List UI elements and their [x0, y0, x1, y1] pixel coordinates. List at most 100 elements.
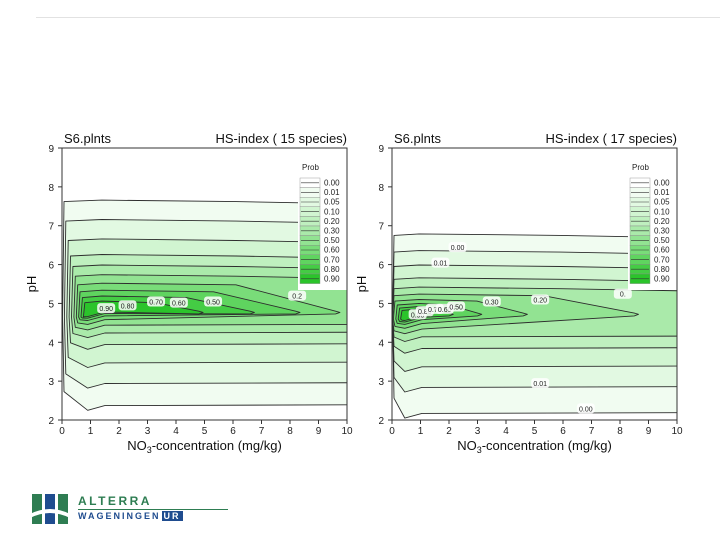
legend-label-0.90: 0.90 — [654, 275, 670, 284]
legend-title: Prob — [302, 163, 319, 172]
contour-label-bg — [169, 297, 188, 308]
legend-label-0.30: 0.30 — [654, 227, 670, 236]
x-tick-label-4: 4 — [503, 426, 509, 437]
y-tick-label-9: 9 — [48, 144, 54, 155]
y-tick-label-6: 6 — [48, 261, 54, 272]
contour-label-bg — [97, 303, 116, 314]
y-tick-label-8: 8 — [378, 183, 384, 194]
contour-label-bg — [576, 403, 595, 414]
y-tick-label-3: 3 — [48, 377, 54, 388]
x-tick-label-2: 2 — [446, 426, 452, 437]
legend-label-0.60: 0.60 — [654, 246, 670, 255]
contour-label: 0.00 — [451, 245, 465, 252]
x-tick-label-9: 9 — [646, 426, 652, 437]
legend-label-0.30: 0.30 — [324, 227, 340, 236]
contour-label-bg — [448, 242, 467, 253]
x-tick-label-2: 2 — [116, 426, 122, 437]
contour-label-bg — [613, 288, 632, 299]
legend-label-0.70: 0.70 — [324, 255, 340, 264]
contour-label-bg — [431, 257, 450, 268]
contour-label: 0.01 — [533, 381, 547, 388]
legend-label-0.70: 0.70 — [654, 255, 670, 264]
legend-label-0.20: 0.20 — [654, 217, 670, 226]
chart-right-hs-index-17: 0.000.010.900.800.700.600.500.300.200.01… — [354, 131, 692, 455]
x-tick-label-6: 6 — [230, 426, 236, 437]
legend-label-0.01: 0.01 — [324, 188, 340, 197]
contour-label: 0.30 — [485, 299, 499, 306]
contour-bands — [392, 233, 677, 419]
x-tick-label-0: 0 — [59, 426, 65, 437]
legend-label-0.60: 0.60 — [324, 246, 340, 255]
y-tick-label-5: 5 — [378, 299, 384, 310]
y-tick-label-6: 6 — [378, 261, 384, 272]
x-tick-label-4: 4 — [173, 426, 179, 437]
legend-label-0.10: 0.10 — [324, 207, 340, 216]
contour-label-bg — [482, 296, 501, 307]
legend-label-0.00: 0.00 — [654, 179, 670, 188]
x-tick-label-9: 9 — [316, 426, 322, 437]
contour-label: 0.70 — [428, 307, 442, 314]
x-tick-label-10: 10 — [341, 426, 353, 437]
y-tick-label-2: 2 — [378, 416, 384, 427]
y-tick-label-4: 4 — [378, 338, 384, 349]
legend-label-0.50: 0.50 — [324, 236, 340, 245]
alterra-mark-icon — [30, 494, 70, 524]
legend-label-0.90: 0.90 — [324, 275, 340, 284]
legend-label-0.10: 0.10 — [654, 207, 670, 216]
legend-label-0.05: 0.05 — [654, 198, 670, 207]
contour-label: 0.01 — [434, 261, 448, 268]
alterra-logo: ALTERRA WAGENINGEN UR — [30, 490, 228, 530]
contour-label: 0. — [620, 292, 626, 299]
x-axis-label: NO3-concentration (mg/kg) — [457, 438, 612, 455]
x-tick-label-7: 7 — [259, 426, 265, 437]
y-tick-label-4: 4 — [48, 338, 54, 349]
x-tick-label-6: 6 — [560, 426, 566, 437]
logo-name: ALTERRA — [78, 494, 152, 508]
contour-label: 0.50 — [206, 299, 220, 306]
y-axis-label: pH — [354, 276, 369, 293]
y-tick-label-5: 5 — [48, 299, 54, 310]
contour-label-bg — [204, 296, 223, 307]
contour-label-bg — [288, 290, 307, 301]
logo-sub-name: WAGENINGEN — [78, 511, 161, 521]
contour-label: 0.80 — [418, 309, 432, 316]
legend-label-0.00: 0.00 — [324, 179, 340, 188]
legend-title: Prob — [632, 163, 649, 172]
contour-label: 0.60 — [438, 307, 452, 314]
legend-label-0.01: 0.01 — [654, 188, 670, 197]
legend-label-0.20: 0.20 — [324, 217, 340, 226]
contour-label: 0.20 — [533, 298, 547, 305]
chart-title: HS-index ( 17 species) — [546, 131, 678, 146]
contour-label-bg — [531, 378, 550, 389]
y-tick-label-7: 7 — [378, 222, 384, 233]
panel-label: S6.plnts — [394, 131, 441, 146]
x-tick-label-3: 3 — [145, 426, 151, 437]
x-tick-label-8: 8 — [617, 426, 623, 437]
x-tick-label-1: 1 — [418, 426, 424, 437]
contour-label: 0.50 — [449, 305, 463, 312]
contour-label: 0.60 — [172, 301, 186, 308]
y-tick-label-9: 9 — [378, 144, 384, 155]
y-axis-label: pH — [24, 276, 39, 293]
chart-left-hs-index-15: 0.90 0.800.70 0.60 0.500.2Prob0.000.010.050… — [24, 131, 362, 455]
x-tick-label-8: 8 — [287, 426, 293, 437]
y-tick-label-3: 3 — [378, 377, 384, 388]
panel-label: S6.plnts — [64, 131, 111, 146]
y-tick-label-2: 2 — [48, 416, 54, 427]
legend-label-0.50: 0.50 — [654, 236, 670, 245]
contour-label: 0.70 — [149, 299, 163, 306]
x-tick-label-3: 3 — [475, 426, 481, 437]
logo-rule — [78, 509, 228, 510]
x-axis-label: NO3-concentration (mg/kg) — [127, 438, 282, 455]
legend-label-0.80: 0.80 — [654, 265, 670, 274]
contour-label: 0.2 — [292, 294, 302, 301]
legend-label-0.80: 0.80 — [324, 265, 340, 274]
logo-subtext: WAGENINGEN UR — [78, 511, 183, 521]
y-tick-label-8: 8 — [48, 183, 54, 194]
x-tick-label-5: 5 — [532, 426, 538, 437]
contour-label-bg — [147, 296, 166, 307]
contour-label: 0.80 — [121, 303, 135, 310]
contour-label: 0.90 — [99, 306, 113, 313]
chart-title: HS-index ( 15 species) — [216, 131, 348, 146]
top-divider — [36, 17, 720, 18]
